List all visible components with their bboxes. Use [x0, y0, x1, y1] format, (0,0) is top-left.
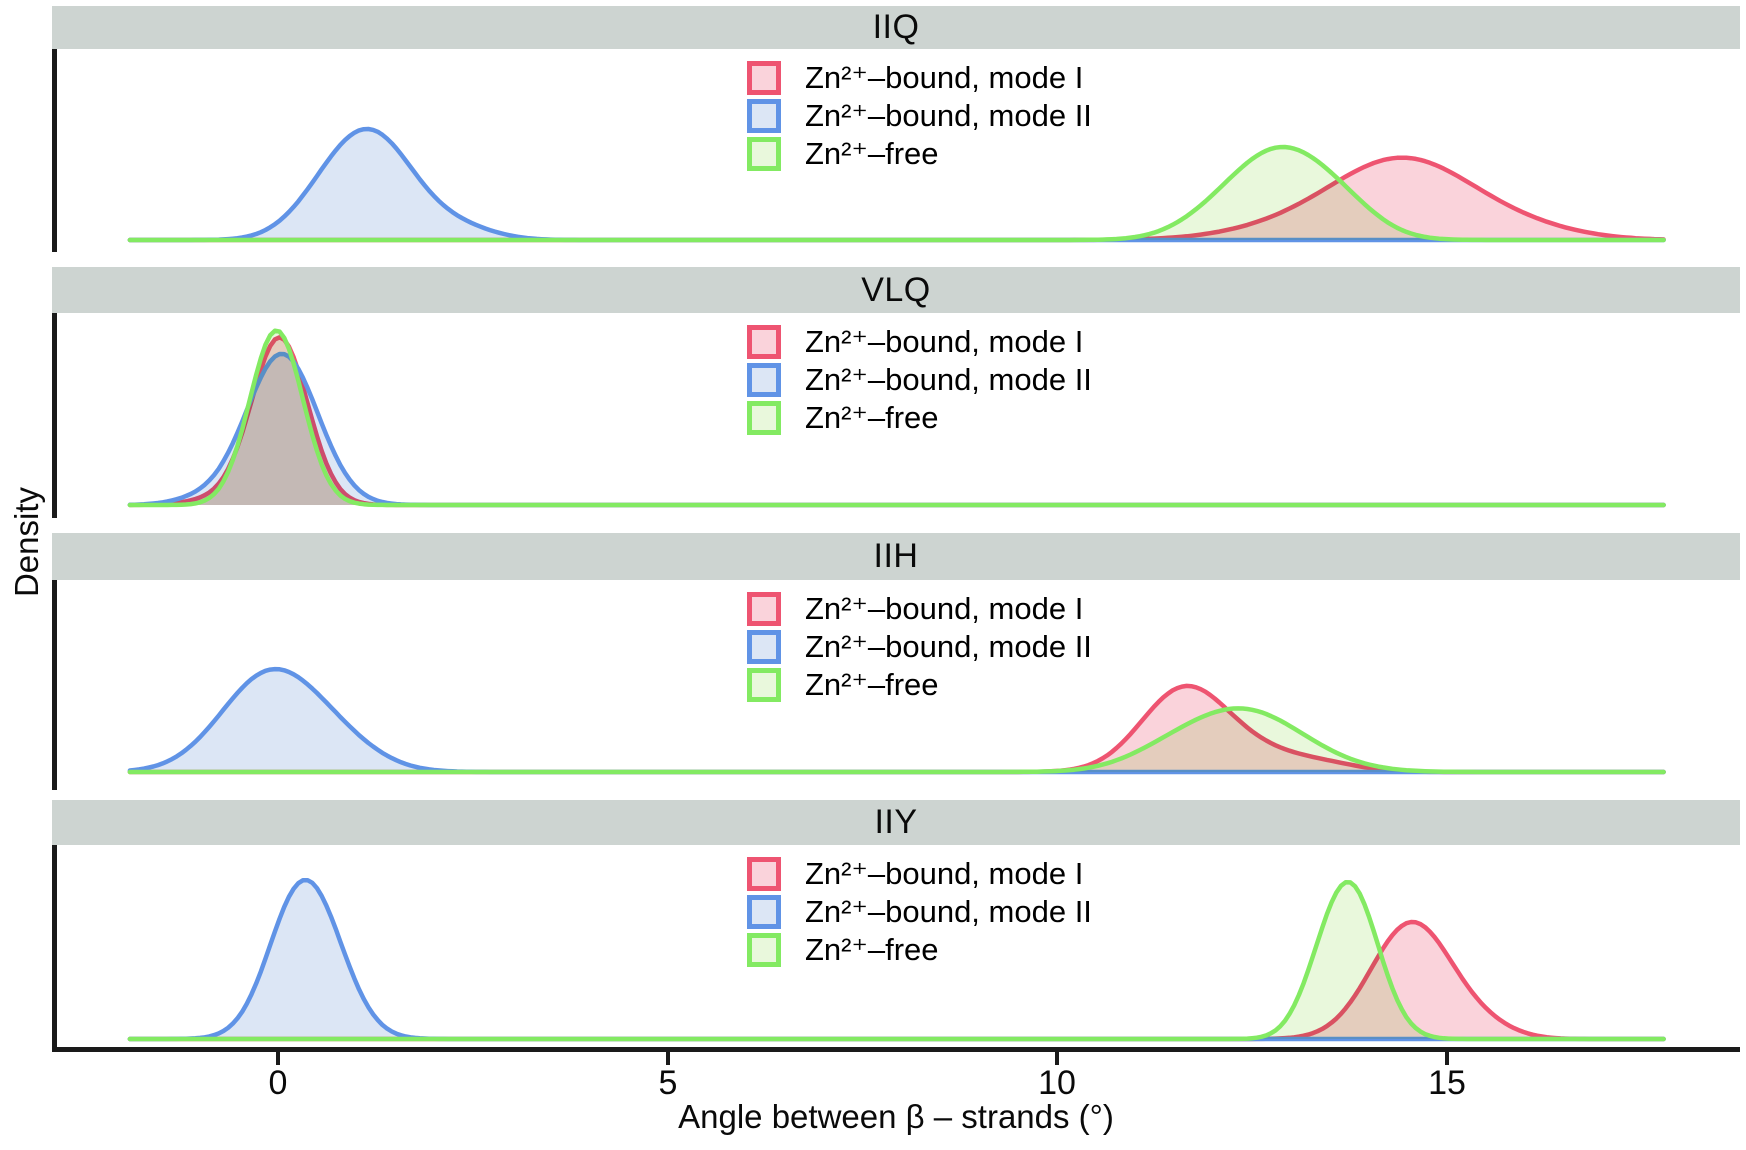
density-line	[127, 328, 1666, 508]
x-tick-15	[1445, 1052, 1449, 1065]
facet-strip-iiy: IIY	[52, 800, 1740, 845]
facet-panel-vlq: Zn²⁺–bound, mode I Zn²⁺–bound, mode II Z…	[52, 313, 1740, 518]
x-axis-title: Angle between β – strands (°)	[678, 1098, 1114, 1135]
x-tick-10	[1055, 1052, 1059, 1065]
facet-panel-iih: Zn²⁺–bound, mode I Zn²⁺–bound, mode II Z…	[52, 580, 1740, 790]
density-line	[127, 880, 1666, 1042]
legend-label: Zn²⁺–bound, mode I	[805, 60, 1084, 95]
density-line	[127, 144, 1666, 243]
legend-item: Zn²⁺–free	[747, 399, 1092, 437]
facet-strip-iiq: IIQ	[52, 6, 1740, 49]
legend-swatch-mode-i	[747, 592, 781, 626]
legend-item: Zn²⁺–bound, mode I	[747, 590, 1092, 628]
legend-swatch-mode-ii	[747, 363, 781, 397]
legend-item: Zn²⁺–bound, mode II	[747, 893, 1092, 931]
legend-swatch-mode-ii	[747, 99, 781, 133]
facet-strip-vlq: VLQ	[52, 267, 1740, 313]
density-plot	[127, 666, 1666, 775]
legend-label: Zn²⁺–free	[805, 136, 939, 171]
legend-item: Zn²⁺–bound, mode I	[747, 855, 1092, 893]
legend-swatch-mode-i	[747, 857, 781, 891]
facet-title: VLQ	[861, 270, 931, 309]
legend-item: Zn²⁺–bound, mode II	[747, 628, 1092, 666]
density-plot	[127, 328, 1666, 508]
legend-swatch-mode-i	[747, 61, 781, 95]
density-plot	[127, 126, 1666, 243]
legend-label: Zn²⁺–bound, mode II	[805, 894, 1092, 929]
legend-item: Zn²⁺–bound, mode I	[747, 323, 1092, 361]
legend-label: Zn²⁺–free	[805, 932, 939, 967]
legend-item: Zn²⁺–free	[747, 931, 1092, 969]
legend-label: Zn²⁺–bound, mode I	[805, 324, 1084, 359]
x-tick-0	[276, 1052, 280, 1065]
density-fill	[129, 129, 1666, 240]
x-axis-line	[52, 1047, 1740, 1052]
facet-title: IIY	[874, 803, 918, 841]
density-plot	[127, 877, 1666, 1042]
x-tick-label-5: 5	[658, 1064, 678, 1102]
x-tick-5	[666, 1052, 670, 1065]
legend-label: Zn²⁺–free	[805, 667, 939, 702]
density-fill	[129, 669, 1666, 772]
legend-label: Zn²⁺–free	[805, 400, 939, 435]
density-fill	[129, 880, 1666, 1039]
legend: Zn²⁺–bound, mode I Zn²⁺–bound, mode II Z…	[747, 855, 1092, 969]
legend-item: Zn²⁺–bound, mode II	[747, 361, 1092, 399]
density-fill	[129, 147, 1666, 240]
legend-label: Zn²⁺–bound, mode I	[805, 856, 1084, 891]
legend-item: Zn²⁺–free	[747, 666, 1092, 704]
legend: Zn²⁺–bound, mode I Zn²⁺–bound, mode II Z…	[747, 590, 1092, 704]
y-axis-title: Density	[8, 486, 45, 598]
density-fill	[129, 708, 1666, 772]
legend-swatch-mode-ii	[747, 630, 781, 664]
density-line	[127, 706, 1666, 775]
legend-label: Zn²⁺–bound, mode II	[805, 362, 1092, 397]
facet-strip-iih: IIH	[52, 533, 1740, 580]
legend-label: Zn²⁺–bound, mode II	[805, 629, 1092, 664]
legend-swatch-free	[747, 137, 781, 171]
legend-label: Zn²⁺–bound, mode II	[805, 98, 1092, 133]
legend-swatch-free	[747, 668, 781, 702]
x-tick-label-10: 10	[1038, 1064, 1076, 1102]
legend-item: Zn²⁺–bound, mode I	[747, 59, 1092, 97]
legend-item: Zn²⁺–free	[747, 135, 1092, 173]
legend: Zn²⁺–bound, mode I Zn²⁺–bound, mode II Z…	[747, 323, 1092, 437]
facet-panel-iiy: Zn²⁺–bound, mode I Zn²⁺–bound, mode II Z…	[52, 845, 1740, 1047]
density-fill	[129, 330, 1666, 505]
legend-swatch-mode-i	[747, 325, 781, 359]
legend-swatch-free	[747, 933, 781, 967]
legend-item: Zn²⁺–bound, mode II	[747, 97, 1092, 135]
facet-panel-iiq: Zn²⁺–bound, mode I Zn²⁺–bound, mode II Z…	[52, 49, 1740, 252]
legend-swatch-free	[747, 401, 781, 435]
x-tick-label-15: 15	[1428, 1064, 1466, 1102]
x-tick-label-0: 0	[268, 1064, 288, 1102]
legend-swatch-mode-ii	[747, 895, 781, 929]
density-fill	[129, 882, 1666, 1039]
facet-title: IIQ	[872, 8, 920, 46]
legend: Zn²⁺–bound, mode I Zn²⁺–bound, mode II Z…	[747, 59, 1092, 173]
facet-title: IIH	[873, 537, 919, 575]
legend-label: Zn²⁺–bound, mode I	[805, 591, 1084, 626]
